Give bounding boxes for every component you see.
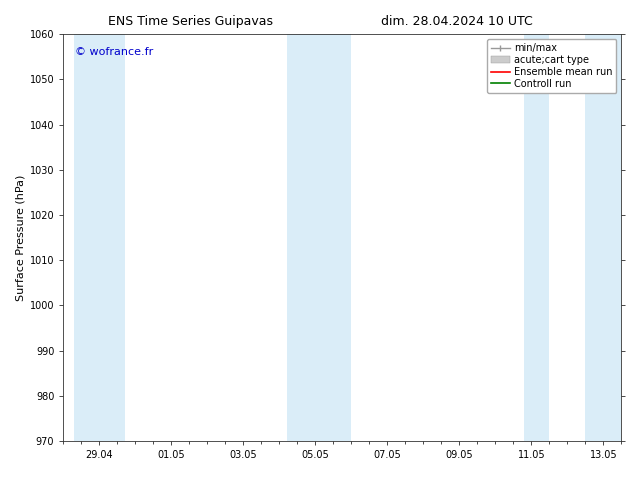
Bar [74, 34, 125, 441]
Bar [287, 34, 315, 441]
Y-axis label: Surface Pressure (hPa): Surface Pressure (hPa) [16, 174, 25, 301]
Text: © wofrance.fr: © wofrance.fr [75, 47, 153, 56]
Text: ENS Time Series Guipavas: ENS Time Series Guipavas [108, 15, 273, 28]
Bar [524, 34, 549, 441]
Text: dim. 28.04.2024 10 UTC: dim. 28.04.2024 10 UTC [380, 15, 533, 28]
Bar [315, 34, 351, 441]
Legend: min/max, acute;cart type, Ensemble mean run, Controll run: min/max, acute;cart type, Ensemble mean … [487, 39, 616, 93]
Bar [585, 34, 621, 441]
